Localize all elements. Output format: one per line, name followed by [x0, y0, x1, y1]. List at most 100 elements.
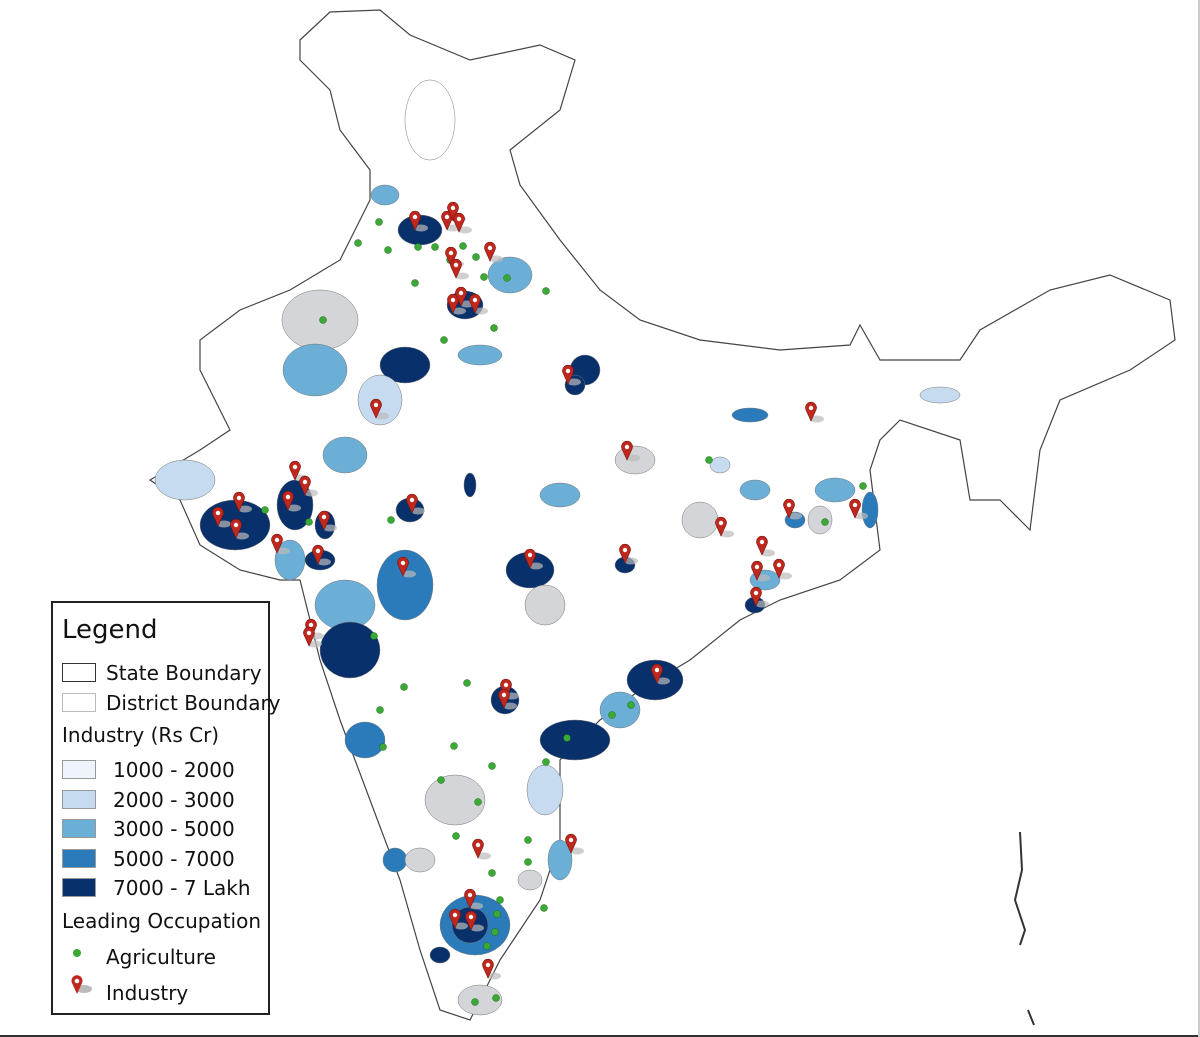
pin-shadow: [720, 530, 734, 538]
agriculture-dot: [400, 683, 408, 691]
district-fill: [319, 621, 381, 679]
district-boundary-swatch: [62, 693, 96, 712]
pin-hole: [718, 520, 724, 526]
map-pin-icon: [289, 460, 301, 481]
industry-class-label: 5000 - 7000: [113, 846, 235, 871]
pin-hole: [759, 539, 765, 545]
pin-shadow: [854, 512, 868, 520]
map-pin-icon: [449, 908, 461, 929]
agriculture-dot: [496, 896, 504, 904]
pin-shadow: [756, 574, 770, 582]
map-pin-icon: [751, 560, 763, 581]
industry-pin: [619, 543, 638, 565]
industry-legend-title: Industry (Rs Cr): [62, 723, 220, 747]
district-fill: [539, 482, 581, 508]
industry-pin: [469, 293, 488, 315]
map-pin-icon: [756, 535, 768, 556]
pin-shadow: [778, 572, 792, 580]
district-fill: [487, 256, 533, 294]
pin-shadow: [487, 972, 501, 980]
map-pin-icon: [450, 258, 462, 279]
pin-shadow: [477, 852, 491, 860]
pin-hole: [786, 502, 792, 508]
map-pin-icon: [464, 888, 476, 909]
district-fill: [357, 374, 403, 426]
pin-hole: [487, 245, 493, 251]
pin-hole: [400, 560, 406, 566]
agriculture-dot: [261, 506, 269, 514]
agriculture-dot: [859, 482, 867, 490]
pin-shadow: [308, 640, 322, 648]
agriculture-dot: [480, 273, 488, 281]
industry-pin: [756, 535, 775, 557]
district-fill: [463, 472, 477, 498]
agriculture-dot: [524, 858, 532, 866]
pin-hole: [624, 444, 630, 450]
agriculture-dot: [379, 743, 387, 751]
pin-shadow: [455, 272, 469, 280]
map-pin-icon: [233, 491, 245, 512]
pin-hole: [456, 216, 462, 222]
pin-hole: [475, 842, 481, 848]
pin-hole: [458, 290, 464, 296]
district-fill: [382, 847, 408, 873]
district-fill: [739, 479, 771, 501]
industry-pin: [299, 475, 318, 497]
map-pin-icon: [299, 475, 311, 496]
pin-shadow: [788, 512, 802, 520]
industry-class-label: 7000 - 7 Lakh: [113, 876, 251, 900]
pin-hole: [468, 914, 474, 920]
agriculture-dot: [540, 904, 548, 912]
industry-class-swatch: [62, 848, 96, 868]
district-boundary-label: District Boundary: [106, 691, 281, 715]
pin-shadow: [458, 226, 472, 234]
pin-hole: [292, 464, 298, 470]
pin-hole: [852, 502, 858, 508]
agriculture-markers: [261, 218, 867, 1006]
pin-shadow: [755, 600, 769, 608]
industry-pin: [849, 498, 868, 520]
agriculture-dot: [493, 910, 501, 918]
district-fill: [404, 847, 436, 873]
map-pin-icon: [619, 543, 631, 564]
pin-shadow: [304, 489, 318, 497]
pin-hole: [472, 297, 478, 303]
industry-label: Industry: [106, 981, 189, 1005]
pin-hole: [315, 548, 321, 554]
pin-shadow: [414, 224, 428, 232]
map-pin-icon: [524, 548, 536, 569]
district-fill: [344, 721, 386, 759]
industry-pin: [562, 364, 581, 386]
agriculture-dot: [503, 274, 511, 282]
industry-pin: [621, 440, 640, 462]
agriculture-dot: [354, 239, 362, 247]
industry-pin: [783, 498, 802, 520]
district-fill: [814, 477, 856, 503]
industry-class-label: 3000 - 5000: [113, 817, 235, 841]
agriculture-dot: [608, 711, 616, 719]
pin-hole: [233, 522, 239, 528]
nicobar-islands: [1027, 1009, 1035, 1026]
map-pin-icon: [750, 586, 762, 607]
agriculture-dot: [387, 516, 395, 524]
map-pin-icon: [447, 201, 459, 222]
pin-hole: [565, 368, 571, 374]
industry-pin: [303, 626, 322, 648]
pin-shadow: [503, 702, 517, 710]
industry-markers: [212, 201, 868, 980]
industry-class-label: 2000 - 3000: [113, 787, 235, 812]
pin-hole: [215, 510, 221, 516]
pin-hole: [274, 537, 280, 543]
industry-pin: [524, 548, 543, 570]
industry-pin: [312, 544, 331, 566]
pin-shadow: [276, 547, 290, 555]
industry-pin: [318, 510, 337, 532]
agriculture-dot: [440, 336, 448, 344]
state-boundary-label: State Boundary: [106, 661, 262, 685]
industry-pin: [651, 663, 670, 685]
industry-pin: [482, 958, 501, 980]
agriculture-dot: [472, 253, 480, 261]
industry-pin: [484, 241, 503, 263]
pin-hole: [485, 962, 491, 968]
agriculture-dot: [414, 243, 422, 251]
